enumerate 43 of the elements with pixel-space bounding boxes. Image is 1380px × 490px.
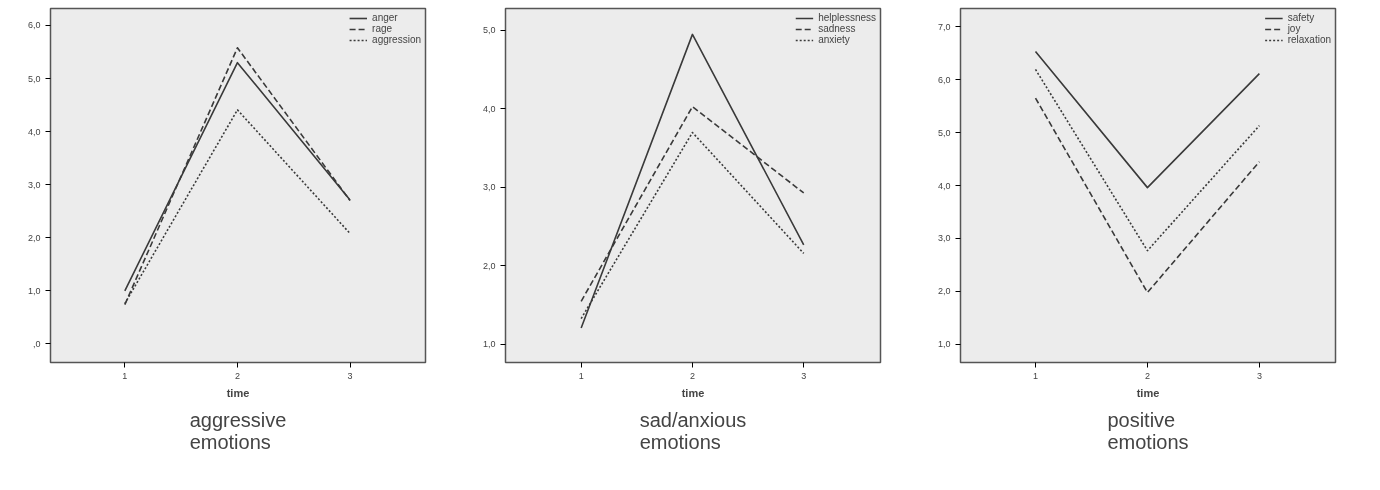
x-tick-label: 1: [578, 370, 584, 381]
x-axis-title: time: [226, 386, 250, 399]
legend-label: rage: [372, 23, 393, 34]
x-tick-label: 2: [689, 370, 695, 381]
y-tick-label: 6,0: [27, 20, 41, 31]
text: positive emotions: [1107, 408, 1189, 453]
x-axis-title: time: [681, 386, 705, 399]
y-tick-label: 3,0: [482, 182, 496, 193]
y-tick-label: 4,0: [937, 180, 951, 191]
y-tick-label: 4,0: [27, 126, 41, 137]
y-tick-label: 2,0: [482, 260, 496, 271]
legend-label: anxiety: [818, 34, 850, 45]
y-tick-label: 5,0: [27, 73, 41, 84]
y-tick-label: 5,0: [482, 25, 496, 36]
y-tick-label: 4,0: [482, 103, 496, 114]
y-tick-label: 3,0: [937, 233, 951, 244]
text: aggressive emotions: [189, 408, 287, 453]
x-tick-label: 3: [1256, 370, 1262, 381]
y-tick-label: 2,0: [27, 232, 41, 243]
x-tick-label: 2: [234, 370, 240, 381]
text: sad/anxious emotions: [639, 408, 747, 453]
legend-label: safety: [1287, 12, 1315, 23]
legend-label: anger: [372, 12, 398, 23]
y-tick-label: ,0: [32, 338, 41, 349]
y-tick-label: 1,0: [27, 285, 41, 296]
legend-label: relaxation: [1287, 34, 1331, 45]
y-tick-label: 5,0: [937, 127, 951, 138]
x-tick-label: 1: [122, 370, 128, 381]
y-tick-label: 1,0: [937, 339, 951, 350]
legend-label: joy: [1287, 23, 1301, 34]
x-tick-label: 2: [1144, 370, 1150, 381]
x-tick-label: 3: [801, 370, 807, 381]
x-tick-label: 3: [347, 370, 353, 381]
legend-label: aggression: [372, 34, 421, 45]
y-tick-label: 6,0: [937, 74, 951, 85]
y-tick-label: 2,0: [937, 286, 951, 297]
y-tick-label: 7,0: [937, 21, 951, 32]
x-axis-title: time: [1136, 386, 1160, 399]
y-tick-label: 1,0: [482, 339, 496, 350]
x-tick-label: 1: [1033, 370, 1039, 381]
legend-label: helplessness: [818, 12, 876, 23]
legend-label: sadness: [818, 23, 856, 34]
y-tick-label: 3,0: [27, 179, 41, 190]
